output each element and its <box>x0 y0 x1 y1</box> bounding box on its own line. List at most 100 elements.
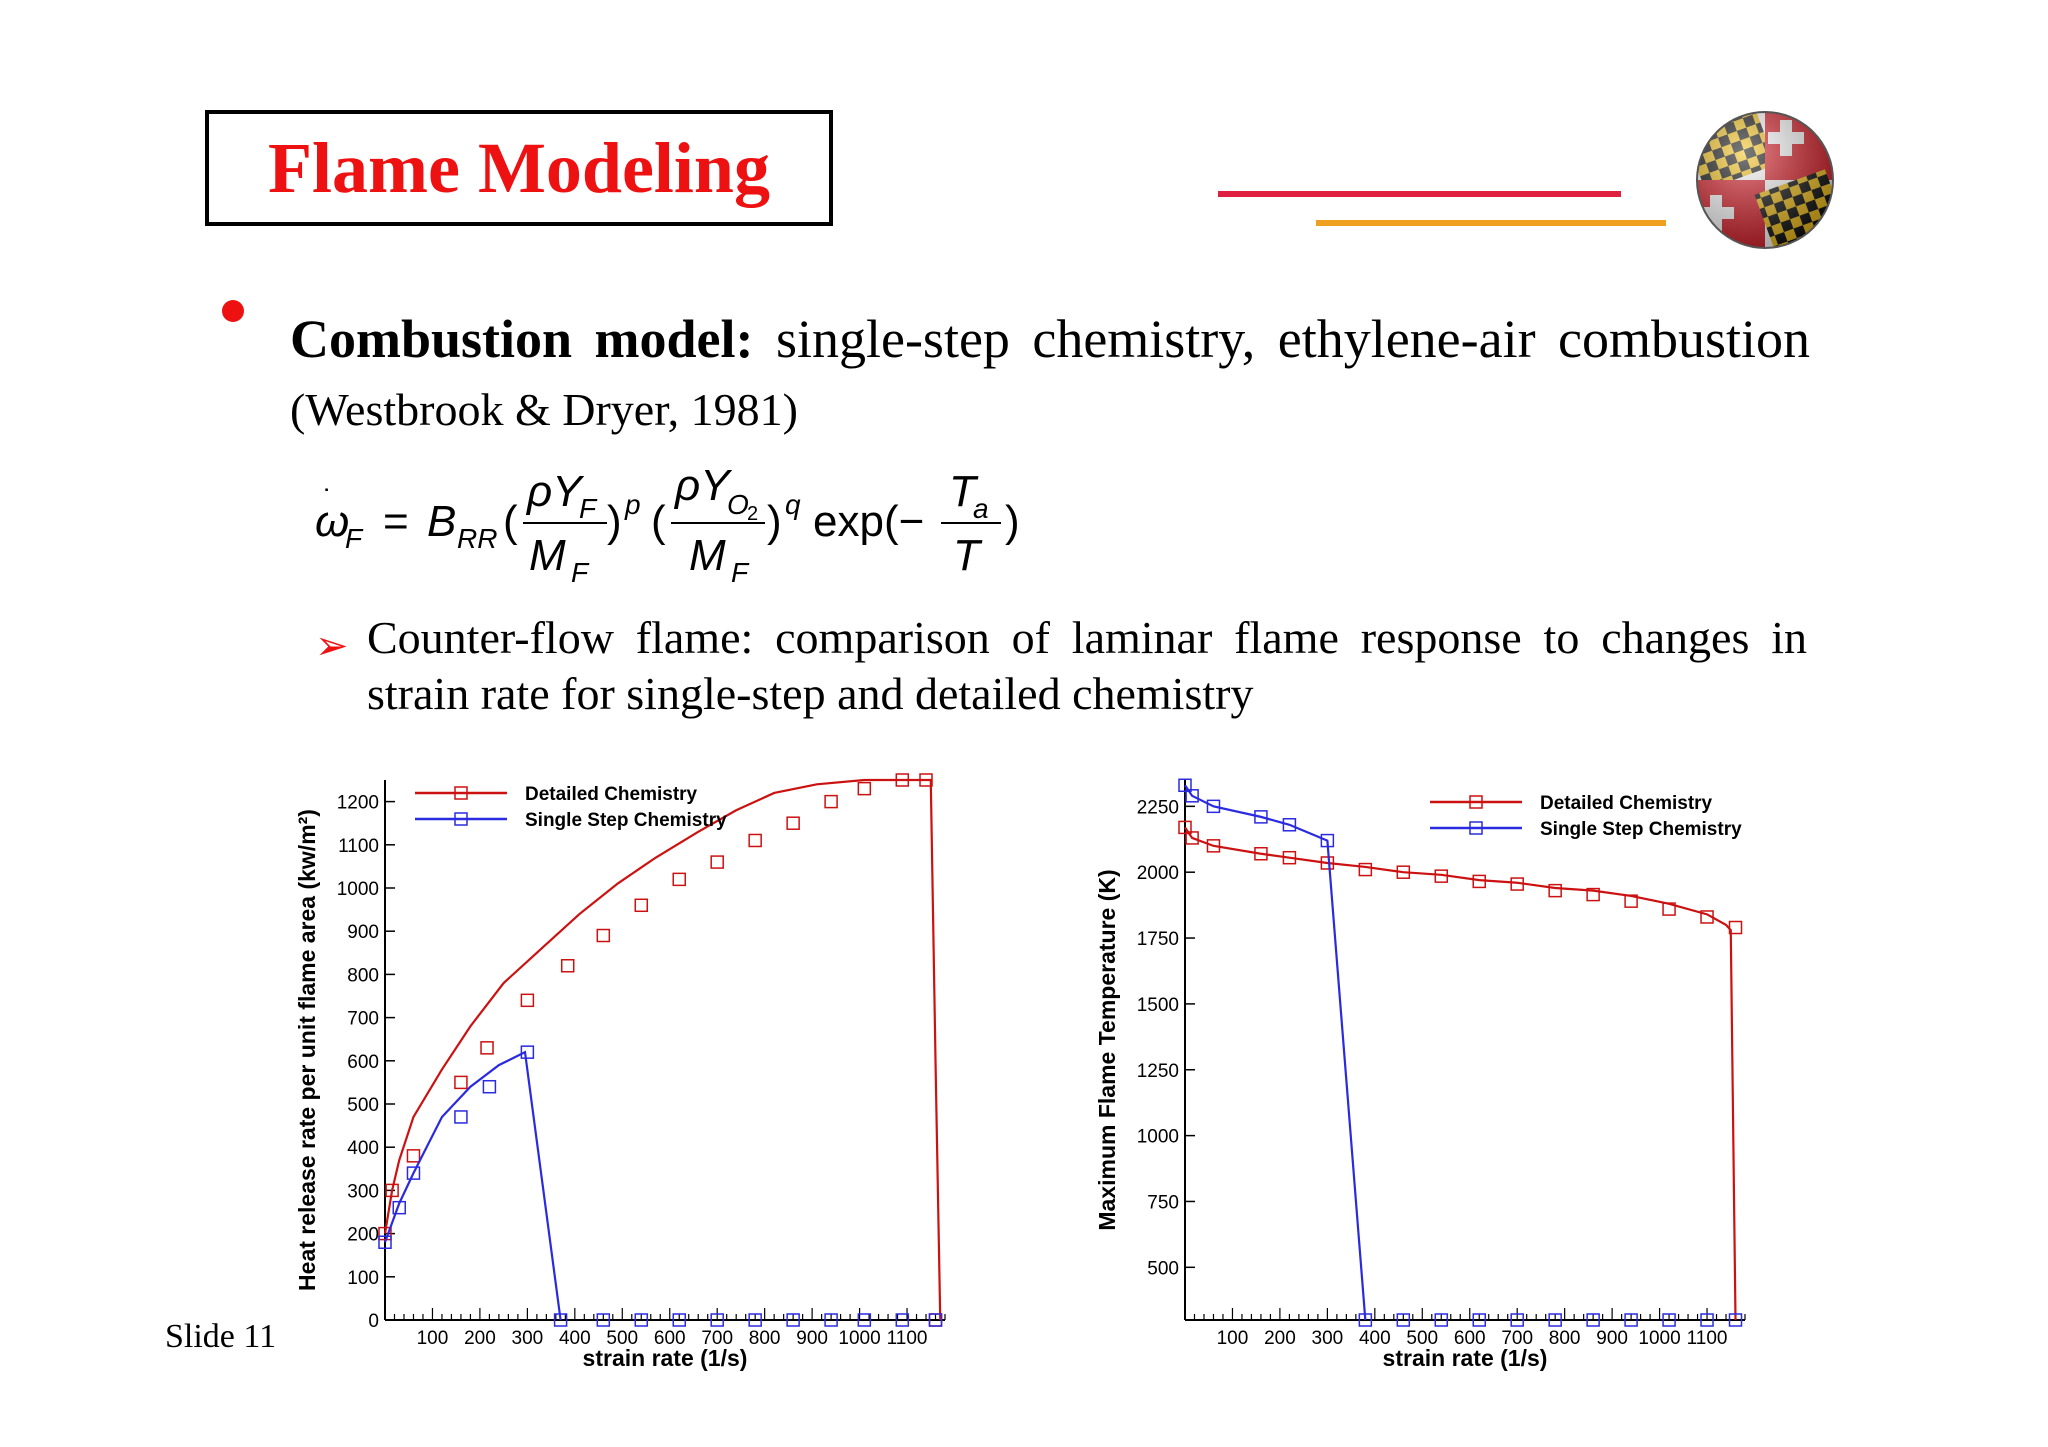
svg-text:): ) <box>1005 497 1020 546</box>
chart1-series-line-0 <box>383 778 942 1321</box>
arrow-bullet-icon: ➢ <box>315 623 349 668</box>
chart2-series-marker-0 <box>1282 850 1297 865</box>
svg-text:˙: ˙ <box>323 484 333 517</box>
chart1-series-marker-0 <box>824 794 838 809</box>
chart1-x-tick-label: 700 <box>701 1328 733 1349</box>
chart2-y-tick-label: 1500 <box>1137 995 1179 1016</box>
chart2-series-marker-0 <box>1178 820 1192 835</box>
chart2-y-tick-label: 750 <box>1147 1192 1179 1213</box>
combustion-model-text: single-step chemistry, ethylene-air comb… <box>775 309 1811 369</box>
chart2-series-marker-1 <box>1728 1313 1743 1327</box>
chart1-series-marker-0 <box>385 1183 399 1198</box>
chart1-series-marker-0 <box>672 872 686 887</box>
chart1-series-marker-0 <box>480 1041 494 1055</box>
chart2-x-axis-label: strain rate (1/s) <box>1383 1345 1548 1371</box>
chart1-y-tick-label: 1000 <box>337 879 379 900</box>
chart1-series-marker-0 <box>406 1149 421 1163</box>
chart2-x-tick-label: 1100 <box>1687 1328 1728 1349</box>
chart1-y-axis-label: Heat release rate per unit flame area (k… <box>294 809 320 1291</box>
title-box: Flame Modeling <box>205 110 833 226</box>
combustion-model-label: Combustion model: <box>290 309 754 369</box>
university-seal-logo <box>1696 111 1834 249</box>
svg-text:ρY: ρY <box>525 467 584 516</box>
chart2-series-marker-1 <box>1624 1313 1638 1327</box>
chart1-x-tick-label: 100 <box>417 1328 449 1349</box>
chart1-y-tick-label: 600 <box>347 1052 379 1073</box>
chart2-legend-marker-0 <box>1469 795 1483 809</box>
svg-text:): ) <box>607 497 622 546</box>
chart1-series-marker-0 <box>895 773 910 787</box>
svg-text:ω: ω <box>315 497 349 546</box>
svg-text:2: 2 <box>747 503 758 525</box>
chart2-series-marker-1 <box>1320 833 1335 848</box>
chart1-y-tick-label: 100 <box>347 1268 379 1289</box>
chart1-x-tick-label: 200 <box>464 1328 496 1349</box>
chart2-x-tick-label: 600 <box>1454 1328 1486 1349</box>
chart1-series-marker-0 <box>454 1075 468 1090</box>
chart2-series-marker-1 <box>1472 1313 1486 1327</box>
svg-text:F: F <box>579 493 598 524</box>
chart1-x-axis-label: strain rate (1/s) <box>583 1345 748 1371</box>
chart1-series-marker-1 <box>596 1313 611 1327</box>
chart1-x-tick-label: 800 <box>749 1328 781 1349</box>
decorative-red-line <box>1218 191 1621 197</box>
chart2-series-marker-1 <box>1548 1313 1562 1327</box>
chart2-y-tick-label: 500 <box>1147 1258 1179 1279</box>
chart2-series-line-1 <box>1184 784 1367 1321</box>
chart2-legend-label-0: Detailed Chemistry <box>1540 793 1713 814</box>
chart2-series-marker-0 <box>1700 910 1714 924</box>
chart2-x-tick-label: 200 <box>1264 1328 1296 1349</box>
counter-flow-paragraph: Counter-flow flame: comparison of lamina… <box>367 612 1807 719</box>
svg-text:q: q <box>785 489 801 520</box>
chart1-series-marker-1 <box>406 1166 421 1180</box>
svg-text:(: ( <box>503 497 518 546</box>
chart1-legend-label-0: Detailed Chemistry <box>525 784 698 805</box>
chart2-x-tick-label: 800 <box>1549 1328 1581 1349</box>
chart1-y-tick-label: 1200 <box>337 793 379 814</box>
chart2-series-marker-1 <box>1178 778 1192 793</box>
chart1-series-marker-0 <box>520 993 535 1008</box>
chart2-series-marker-1 <box>1358 1313 1373 1327</box>
chart1-series-marker-1 <box>378 1235 392 1249</box>
chart1-y-tick-label: 1100 <box>338 836 379 857</box>
svg-text:ρY: ρY <box>673 461 732 510</box>
citation: (Westbrook & Dryer, 1981) <box>290 384 798 435</box>
chart2-y-tick-label: 1250 <box>1137 1061 1179 1082</box>
chart2-series-marker-0 <box>1320 856 1335 870</box>
chart2-series-marker-1 <box>1282 818 1297 832</box>
chart1-y-tick-label: 700 <box>347 1009 379 1030</box>
flame-temperature-chart: 500 750 1000 1250 1500 1750 2000 2250 100 200 300 4… <box>1094 778 1746 1371</box>
svg-text:F: F <box>571 557 590 588</box>
chart2-series-marker-0 <box>1624 894 1638 908</box>
svg-text:M: M <box>529 531 566 580</box>
chart2-series-marker-1 <box>1510 1313 1524 1327</box>
chart2-series-marker-1 <box>1396 1313 1411 1327</box>
chart1-y-tick-label: 900 <box>347 922 379 943</box>
svg-text:T: T <box>953 531 983 580</box>
chart2-x-tick-label: 1000 <box>1638 1328 1680 1349</box>
chart2-series-marker-0 <box>1472 874 1486 889</box>
chart2-series-marker-1 <box>1586 1313 1600 1327</box>
svg-text:=: = <box>383 497 409 546</box>
chart1-series-marker-0 <box>710 855 724 869</box>
chart2-y-axis-label: Maximum Flame Temperature (K) <box>1094 869 1120 1230</box>
svg-text:O: O <box>727 489 749 520</box>
chart2-x-tick-label: 300 <box>1312 1328 1344 1349</box>
chart1-legend-label-1: Single Step Chemistry <box>525 810 727 831</box>
chart2-y-tick-label: 2250 <box>1137 797 1179 818</box>
chart2-x-tick-label: 900 <box>1596 1328 1628 1349</box>
chart1-series-marker-0 <box>748 833 762 848</box>
chart1-series-marker-1 <box>710 1313 724 1327</box>
svg-text:B: B <box>427 497 456 546</box>
chart1-series-marker-1 <box>786 1313 800 1327</box>
bullet-dot <box>222 300 244 322</box>
chart2-series-line-0 <box>1184 826 1737 1321</box>
chart2-series-marker-0 <box>1662 902 1676 916</box>
chart2-series-marker-0 <box>1586 887 1600 902</box>
chart1-series-marker-1 <box>520 1045 535 1059</box>
chart2-y-tick-label: 1750 <box>1137 929 1179 950</box>
chart1-series-line-1 <box>383 1050 562 1321</box>
svg-text:F: F <box>731 557 750 588</box>
chart2-legend-marker-1 <box>1469 821 1483 835</box>
chart1-legend-marker-0 <box>454 786 468 800</box>
